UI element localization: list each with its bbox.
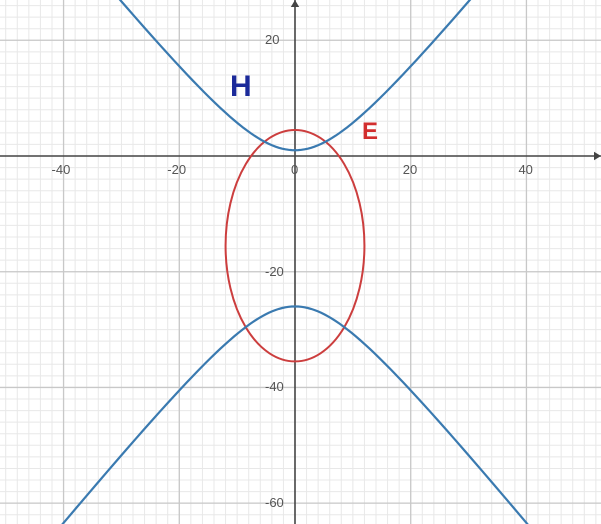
coordinate-chart: -40-200204020-20-40-60 H E (0, 0, 601, 524)
chart-svg (0, 0, 601, 524)
